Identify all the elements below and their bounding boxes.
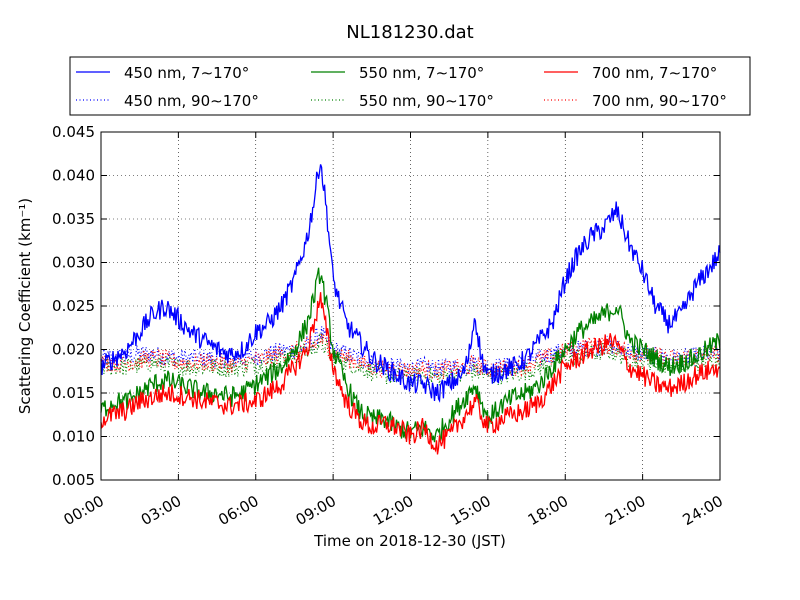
series-line-4 [100,292,721,455]
legend-label-4: 700 nm, 7∼170° [592,64,717,82]
y-tick-label: 0.010 [52,428,95,446]
y-tick-label: 0.040 [52,167,95,185]
series-line-5 [100,333,721,381]
y-tick-label: 0.025 [52,297,95,315]
legend-label-1: 450 nm, 90∼170° [124,92,259,110]
y-tick-label: 0.045 [52,123,95,141]
series-line-3 [100,332,721,387]
legend-label-5: 700 nm, 90∼170° [592,92,727,110]
legend-label-0: 450 nm, 7∼170° [124,64,249,82]
legend-label-3: 550 nm, 90∼170° [359,92,494,110]
series-layer [100,164,721,455]
y-tick-label: 0.030 [52,254,95,272]
legend-box [69,56,751,116]
legend-label-2: 550 nm, 7∼170° [359,64,484,82]
y-tick-label: 0.005 [52,471,95,489]
y-axis-label: Scattering Coefficient (km⁻¹) [16,198,34,414]
y-tick-label: 0.035 [52,210,95,228]
series-line-2 [100,267,721,443]
legend: 450 nm, 7∼170° 550 nm, 7∼170° 700 nm, 7∼17… [69,56,751,116]
y-tick-label: 0.015 [52,384,95,402]
chart-title: NL181230.dat [346,22,473,43]
y-tick-label: 0.020 [52,341,95,359]
x-axis-label: Time on 2018-12-30 (JST) [313,532,506,550]
series-line-0 [100,164,721,403]
